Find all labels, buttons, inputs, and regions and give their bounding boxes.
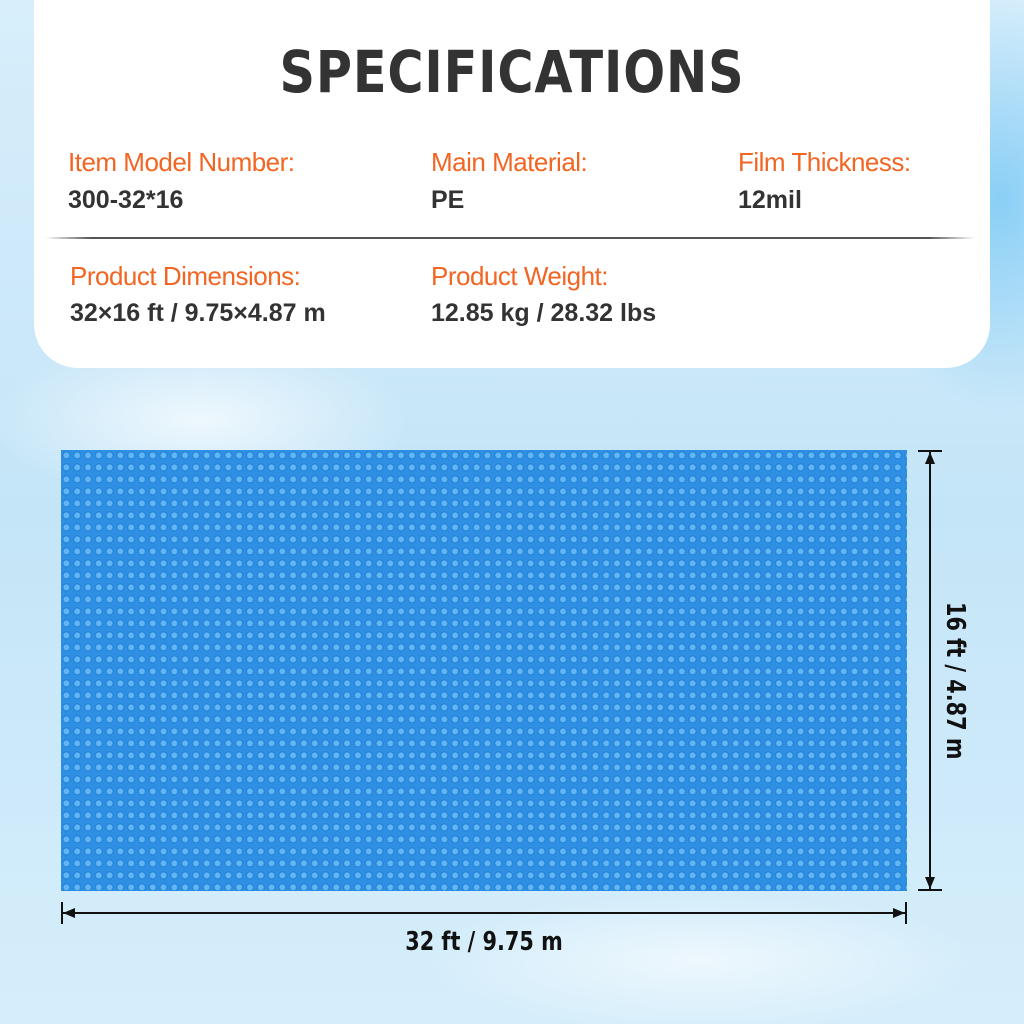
spec-label-thickness: Film Thickness: [738, 147, 911, 177]
divider [45, 237, 975, 239]
spec-value-model: 300-32*16 [68, 186, 184, 214]
arrowhead-left-icon [63, 908, 75, 918]
spec-label-model: Item Model Number: [68, 147, 295, 177]
page-title: SPECIFICATIONS [279, 38, 745, 106]
arrowhead-up-icon [925, 452, 935, 464]
pool-cover-image [61, 450, 907, 891]
height-label: 16 ft / 4.87 m [940, 602, 970, 760]
spec-label-dimensions: Product Dimensions: [70, 261, 301, 291]
spec-value-dimensions: 32×16 ft / 9.75×4.87 m [70, 299, 326, 327]
specifications-card [34, 0, 990, 368]
height-arrow-cap-top [918, 450, 942, 452]
arrowhead-down-icon [925, 877, 935, 889]
spec-value-thickness: 12mil [738, 186, 802, 214]
arrowhead-right-icon [893, 908, 905, 918]
height-arrow-cap-bottom [918, 889, 942, 891]
spec-label-material: Main Material: [431, 147, 588, 177]
spec-value-material: PE [431, 186, 465, 214]
width-label: 32 ft / 9.75 m [405, 927, 563, 957]
height-arrow [929, 452, 931, 889]
width-arrow-cap-right [905, 902, 907, 924]
spec-label-weight: Product Weight: [431, 261, 609, 291]
width-arrow-cap-left [61, 902, 63, 924]
spec-value-weight: 12.85 kg / 28.32 lbs [431, 299, 657, 327]
width-arrow [63, 912, 905, 914]
